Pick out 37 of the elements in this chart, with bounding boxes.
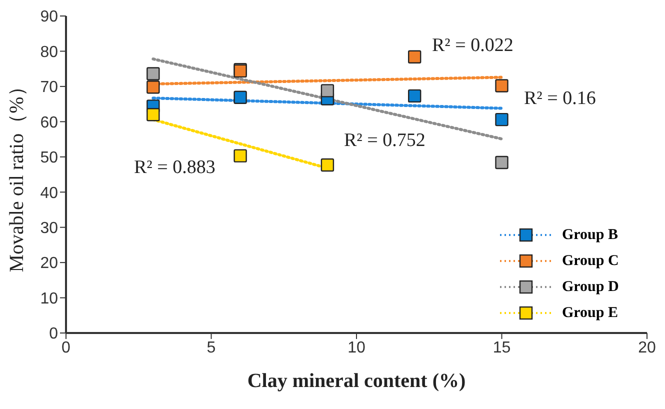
- annotation: R² = 0.752: [344, 130, 426, 152]
- y-tick-label: 40: [40, 184, 58, 202]
- point: [408, 89, 422, 103]
- y-tick-label: 90: [40, 8, 58, 26]
- y-tick-label: 30: [40, 220, 58, 238]
- x-tick-label: 5: [206, 339, 216, 356]
- x-tick-label: 20: [638, 339, 656, 356]
- x-tick-label: 0: [62, 339, 71, 356]
- annotation: R² = 0.16: [524, 88, 596, 110]
- legend-label: Group B: [562, 226, 618, 244]
- legend-label: Group E: [562, 304, 618, 322]
- y-tick-label: 60: [40, 114, 58, 132]
- y-tick-label: 10: [40, 290, 58, 308]
- annotation: R² = 0.883: [134, 157, 216, 179]
- y-tick-label: 70: [40, 79, 58, 96]
- x-axis-title: Clay mineral content (%): [247, 370, 466, 392]
- point: [320, 158, 334, 172]
- legend-label: Group D: [562, 278, 619, 296]
- point: [146, 80, 160, 94]
- y-axis-title: Movable oil ratio（%）: [6, 76, 28, 272]
- annotation: R² = 0.022: [432, 35, 514, 57]
- point: [408, 50, 422, 64]
- y-tick-label: 50: [40, 150, 58, 167]
- y-tick-label: 0: [49, 326, 58, 343]
- y-tick-label: 20: [40, 255, 58, 272]
- point: [234, 149, 247, 162]
- point: [320, 84, 334, 98]
- point: [234, 90, 247, 104]
- legend-label: Group C: [562, 252, 619, 270]
- point: [146, 67, 160, 80]
- x-tick-label: 15: [492, 339, 511, 356]
- point: [146, 108, 160, 122]
- point: [495, 112, 508, 126]
- point: [495, 156, 508, 170]
- y-tick-label: 80: [40, 44, 58, 61]
- point: [495, 79, 508, 92]
- x-tick-label: 10: [348, 339, 366, 356]
